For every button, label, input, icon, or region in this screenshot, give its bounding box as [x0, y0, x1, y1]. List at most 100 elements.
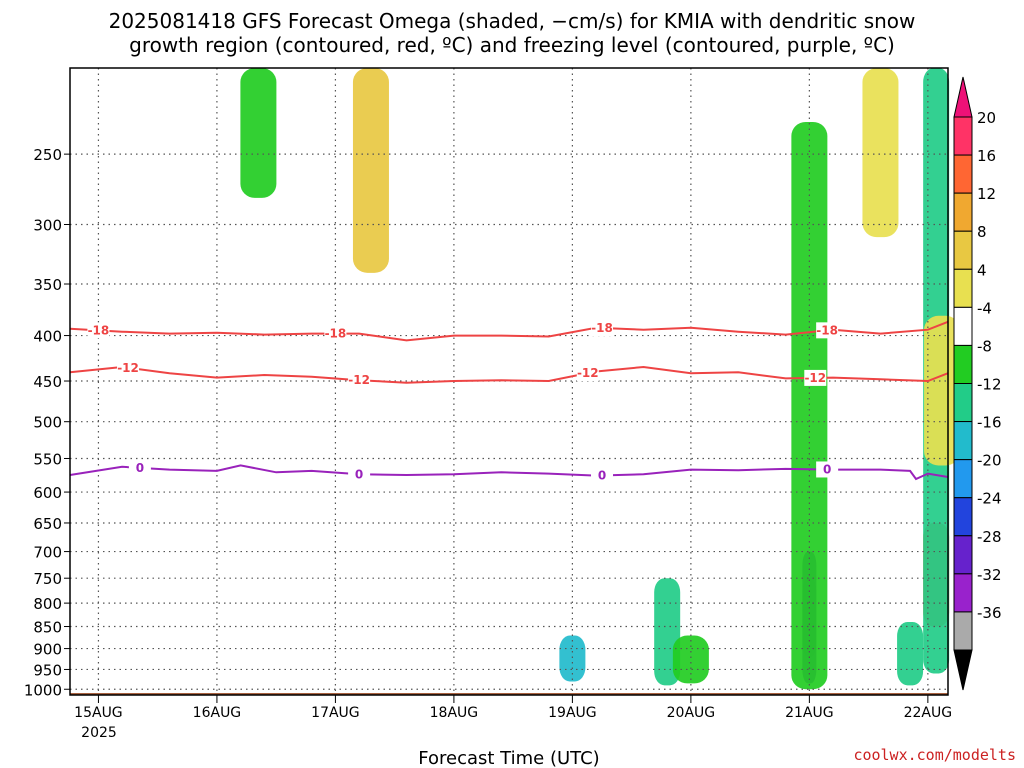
omega-region-11 [240, 68, 277, 198]
y-axis: 250 300 350 400 450 500 550 600 650 700 750 800 850 9… [24, 146, 70, 699]
x-tick-label-6: 21AUG [785, 705, 834, 721]
y-tick-label-550: 550 [33, 450, 62, 468]
ground-layer [70, 693, 948, 695]
contour-label-0-3: -18 [816, 323, 838, 337]
contour-label-bg-0-0 [87, 322, 110, 339]
contour-label-bg-2-2 [591, 467, 614, 484]
omega-region-8 [672, 635, 709, 684]
colorbar-swatch-10 [953, 497, 973, 537]
y-tick-label-750: 750 [33, 570, 62, 588]
colorbar-label-1: 16 [977, 147, 996, 165]
x-tick-label-0: 15AUG [74, 705, 123, 721]
y-tick-label-400: 400 [33, 328, 62, 346]
x-tick-label-1: 16AUG [193, 705, 242, 721]
colorbar-label-12: -32 [977, 566, 1002, 584]
colorbar-swatch-3 [953, 230, 973, 270]
omega-region-12 [352, 68, 389, 273]
contour-label-0-2: -18 [591, 321, 613, 335]
omega-region-2 [791, 121, 828, 690]
omega-region-5 [924, 315, 961, 466]
colorbar-label-5: -4 [977, 299, 992, 317]
y-tick-label-650: 650 [33, 515, 62, 533]
contour-label-bg-2-1 [348, 466, 371, 483]
y-tick-label-800: 800 [33, 595, 62, 613]
colorbar-swatch-0 [953, 116, 973, 156]
contour-label-bg-0-2 [591, 320, 614, 337]
colorbar-label-11: -28 [977, 528, 1002, 546]
y-tick-label-900: 900 [33, 641, 62, 659]
colorbar-swatch-11 [953, 535, 973, 575]
contour-label-bg-2-3 [816, 461, 839, 478]
colorbar-label-3: 8 [977, 223, 987, 241]
colorbar-swatch-1 [953, 154, 973, 194]
chart-title-line2: growth region (contoured, red, ºC) and f… [129, 33, 895, 57]
contour-layer: -18 -18 -18 -18 -12 -12 -12 -12 0 0 0 0 [69, 320, 949, 484]
colorbar-swatch-12 [953, 573, 973, 613]
colorbar-label-10: -24 [977, 490, 1002, 508]
omega-region-9 [897, 621, 924, 686]
colorbar-swatch-7 [953, 383, 973, 423]
contour-label-2-3: 0 [823, 462, 831, 476]
colorbar-bottom-arrow [953, 649, 973, 691]
x-tick-label-4: 19AUG [548, 705, 597, 721]
contour-label-2-0: 0 [136, 461, 144, 475]
contour-label-1-0: -12 [117, 361, 139, 375]
y-tick-label-700: 700 [33, 544, 62, 562]
x-year-label: 2025 [81, 725, 117, 741]
colorbar-label-2: 12 [977, 185, 996, 203]
colorbar-swatch-13 [953, 611, 973, 651]
colorbar-swatch-9 [953, 459, 973, 499]
contour-label-bg-1-1 [348, 372, 371, 389]
y-tick-label-250: 250 [33, 146, 62, 164]
y-tick-label-350: 350 [33, 276, 62, 294]
colorbar-swatch-6 [953, 344, 973, 384]
contour-line-2 [69, 464, 949, 481]
y-tick-label-300: 300 [33, 217, 62, 235]
y-tick-label-500: 500 [33, 414, 62, 432]
colorbar: 20 16 12 8 4 -4 -8 -12 -16 -20 -24 -28 -32 -36 [953, 76, 1002, 691]
colorbar-swatch-2 [953, 192, 973, 232]
colorbar-swatch-5 [953, 306, 973, 346]
y-tick-label-600: 600 [33, 484, 62, 502]
colorbar-label-9: -20 [977, 452, 1002, 470]
colorbar-label-8: -16 [977, 414, 1002, 432]
y-tick-label-1000: 1000 [24, 681, 62, 699]
omega-shading [240, 68, 961, 690]
omega-region-6 [559, 635, 586, 682]
contour-label-1-1: -12 [348, 373, 370, 387]
omega-region-10 [862, 68, 899, 238]
contour-label-bg-1-0 [117, 359, 140, 376]
contour-label-bg-0-1 [324, 325, 347, 342]
contour-label-bg-2-0 [128, 459, 151, 476]
chart-title-line1: 2025081418 GFS Forecast Omega (shaded, −… [109, 9, 916, 33]
contour-label-0-0: -18 [88, 323, 110, 337]
colorbar-swatch-4 [953, 268, 973, 308]
colorbar-swatch-8 [953, 421, 973, 461]
contour-label-1-2: -12 [577, 366, 599, 380]
x-tick-label-5: 20AUG [667, 705, 716, 721]
x-axis-title: Forecast Time (UTC) [418, 748, 599, 768]
colorbar-label-13: -36 [977, 604, 1002, 622]
contour-label-bg-1-3 [804, 369, 827, 386]
x-axis: 15AUG 16AUG 17AUG 18AUG 19AUG 20AUG 21AUG 22AUG [74, 695, 952, 721]
colorbar-label-7: -12 [977, 376, 1002, 394]
y-tick-label-850: 850 [33, 619, 62, 637]
colorbar-label-0: 20 [977, 109, 996, 127]
contour-label-0-1: -18 [325, 327, 347, 341]
x-tick-label-2: 17AUG [311, 705, 360, 721]
colorbar-label-6: -8 [977, 337, 992, 355]
contour-label-2-1: 0 [355, 467, 363, 481]
y-tick-label-450: 450 [33, 373, 62, 391]
contour-label-bg-1-2 [576, 365, 599, 382]
x-tick-label-7: 22AUG [904, 705, 953, 721]
y-tick-label-950: 950 [33, 661, 62, 679]
ground-strip [70, 693, 948, 695]
colorbar-label-4: 4 [977, 261, 987, 279]
credit-text: coolwx.com/modelts [853, 746, 1016, 764]
contour-label-1-3: -12 [804, 371, 826, 385]
contour-label-bg-0-3 [816, 322, 839, 339]
colorbar-top-arrow [953, 76, 973, 118]
contour-label-2-2: 0 [598, 468, 606, 482]
x-tick-label-3: 18AUG [430, 705, 479, 721]
